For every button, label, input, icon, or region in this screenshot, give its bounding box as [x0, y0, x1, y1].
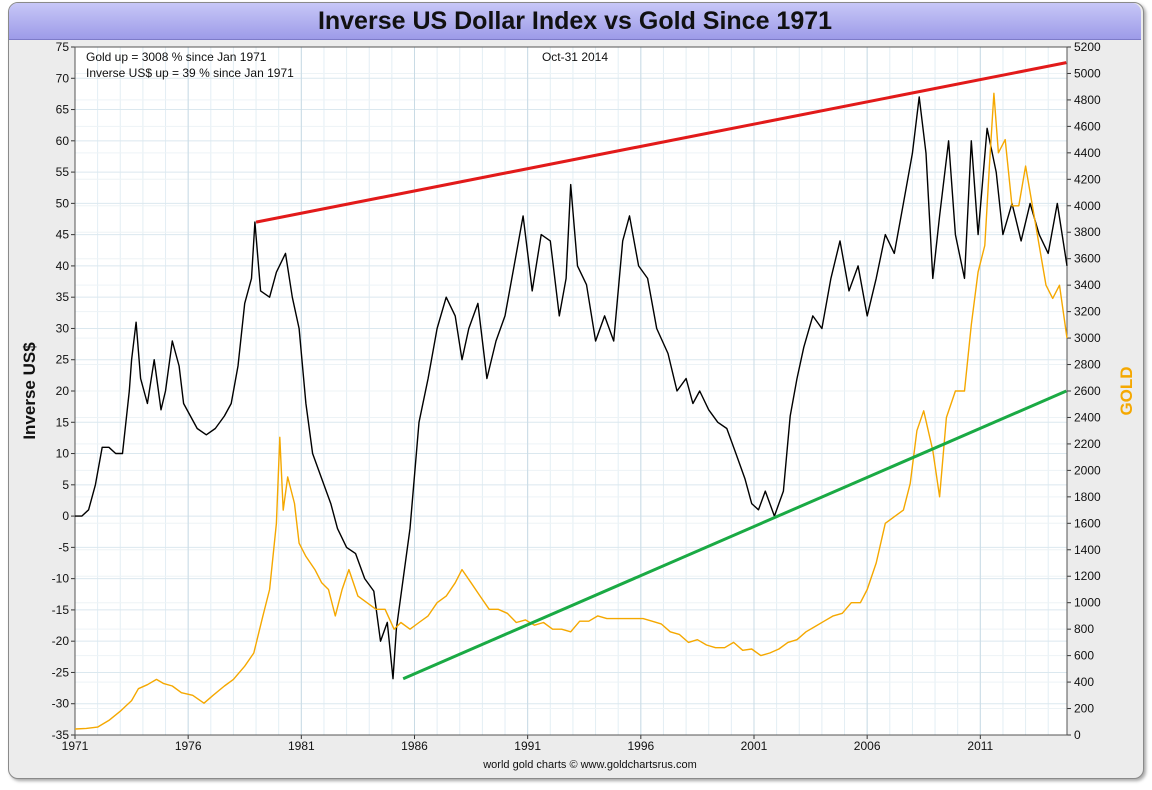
y-tick-label-right: 1000	[1074, 596, 1101, 610]
y-tick-label-right: 600	[1074, 649, 1094, 663]
y-tick-label-left: -5	[58, 540, 69, 554]
y-tick-label-right: 4000	[1074, 199, 1101, 213]
trendline-upper-red	[255, 61, 1067, 224]
y-tick-label-right: 2200	[1074, 437, 1101, 451]
y-tick-label-right: 800	[1074, 622, 1094, 636]
y-tick-label-left: -25	[52, 665, 70, 679]
x-tick-label: 2011	[967, 739, 993, 753]
x-tick-label: 1996	[627, 739, 654, 753]
y-tick-label-left: 35	[56, 290, 70, 304]
annotation-date: Oct-31 2014	[542, 50, 608, 64]
y-tick-label-left: 10	[56, 447, 70, 461]
chart-title: Inverse US Dollar Index vs Gold Since 19…	[9, 3, 1141, 40]
y-tick-label-left: 45	[56, 228, 70, 242]
annotation-usd-up: Inverse US$ up = 39 % since Jan 1971	[86, 66, 294, 80]
x-tick-label: 1971	[62, 739, 89, 753]
y-axis-label-right: GOLD	[1117, 366, 1136, 415]
x-tick-label: 1981	[288, 739, 315, 753]
y-tick-label-left: 5	[62, 478, 69, 492]
y-tick-label-left: 30	[56, 321, 70, 335]
y-tick-label-right: 3600	[1074, 252, 1101, 266]
y-tick-label-left: 50	[56, 196, 70, 210]
y-axis-label-left: Inverse US$	[20, 342, 39, 440]
y-tick-label-right: 1200	[1074, 569, 1101, 583]
y-tick-label-right: 3800	[1074, 225, 1101, 239]
x-tick-label: 2006	[854, 739, 881, 753]
x-tick-label: 1986	[401, 739, 428, 753]
x-tick-label: 2001	[741, 739, 768, 753]
y-tick-label-right: 4600	[1074, 119, 1101, 133]
y-tick-label-right: 1600	[1074, 516, 1101, 530]
y-tick-label-right: 400	[1074, 675, 1094, 689]
y-tick-label-right: 2600	[1074, 384, 1101, 398]
x-tick-label: 1976	[175, 739, 202, 753]
y-tick-label-right: 4400	[1074, 146, 1101, 160]
y-tick-label-right: 0	[1074, 728, 1081, 742]
y-tick-label-left: -20	[52, 634, 70, 648]
y-tick-label-left: 55	[56, 165, 70, 179]
y-tick-label-left: 15	[56, 415, 70, 429]
y-tick-label-right: 3200	[1074, 305, 1101, 319]
series-line-gold	[74, 92, 1068, 730]
plot-border	[74, 46, 1068, 736]
footer-credit: world gold charts © www.goldchartsrus.co…	[482, 759, 697, 771]
trendline-lower-green	[402, 389, 1067, 681]
x-tick-label: 1991	[514, 739, 541, 753]
y-tick-label-left: 70	[56, 71, 70, 85]
y-tick-label-left: -10	[52, 572, 70, 586]
y-tick-label-left: 75	[56, 40, 70, 54]
y-tick-label-right: 4800	[1074, 93, 1101, 107]
y-tick-label-left: 25	[56, 353, 70, 367]
y-tick-label-right: 3000	[1074, 331, 1101, 345]
y-tick-label-left: 20	[56, 384, 70, 398]
y-tick-label-left: -35	[52, 728, 70, 742]
y-tick-label-right: 5200	[1074, 40, 1101, 54]
y-tick-label-left: 40	[56, 259, 70, 273]
y-tick-label-right: 1400	[1074, 543, 1101, 557]
y-tick-label-right: 2000	[1074, 463, 1101, 477]
y-tick-label-right: 5000	[1074, 66, 1101, 80]
y-tick-label-left: 0	[62, 509, 69, 523]
y-tick-label-right: 1800	[1074, 490, 1101, 504]
y-tick-label-right: 3400	[1074, 278, 1101, 292]
annotation-gold-up: Gold up = 3008 % since Jan 1971	[86, 50, 267, 64]
y-tick-label-right: 200	[1074, 702, 1094, 716]
y-tick-label-right: 4200	[1074, 172, 1101, 186]
y-tick-label-left: 65	[56, 103, 70, 117]
y-tick-label-left: 60	[56, 134, 70, 148]
y-tick-label-right: 2800	[1074, 358, 1101, 372]
y-tick-label-right: 2400	[1074, 410, 1101, 424]
series-line-inverse-usd	[75, 96, 1068, 680]
y-tick-label-left: -15	[52, 603, 70, 617]
y-tick-label-left: -30	[52, 697, 70, 711]
